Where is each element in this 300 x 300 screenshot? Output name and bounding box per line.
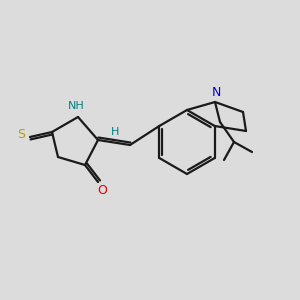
- Text: H: H: [111, 127, 119, 137]
- Text: N: N: [211, 86, 221, 100]
- Text: S: S: [17, 128, 25, 140]
- Text: NH: NH: [68, 101, 84, 111]
- Text: O: O: [97, 184, 107, 196]
